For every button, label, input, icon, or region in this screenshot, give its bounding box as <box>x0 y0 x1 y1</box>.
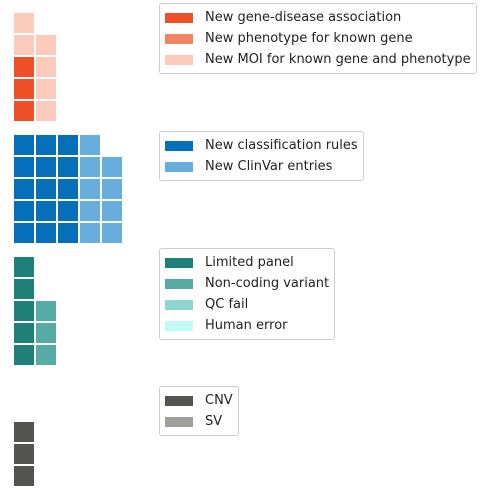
waffle-square <box>36 179 56 199</box>
legend-item: New phenotype for known gene <box>165 28 471 49</box>
waffle-square <box>36 201 56 221</box>
waffle-square <box>102 201 122 221</box>
waffle-square <box>14 279 34 299</box>
waffle-square <box>14 179 34 199</box>
waffle-square <box>14 345 34 365</box>
legend-technical: Limited panel Non-coding variant QC fail Hu… <box>159 248 336 340</box>
legend-structural: CNV SV <box>159 386 239 436</box>
legend-swatch <box>165 33 193 44</box>
legend-label: Limited panel <box>205 255 294 270</box>
legend-swatch <box>165 278 193 289</box>
waffle-square <box>58 157 78 177</box>
legend-item: New gene-disease association <box>165 7 471 28</box>
legend-label: New classification rules <box>205 138 358 153</box>
legend-swatch <box>165 320 193 331</box>
waffle-square <box>102 157 122 177</box>
waffle-square <box>14 223 34 243</box>
legend-swatch <box>165 54 193 65</box>
waffle-square <box>14 323 34 343</box>
waffle-square <box>14 157 34 177</box>
legend-label: New gene-disease association <box>205 10 402 25</box>
legend-label: New MOI for known gene and phenotype <box>205 52 471 67</box>
waffle-square <box>58 179 78 199</box>
legend-label: SV <box>205 414 223 429</box>
legend-phenotype: New gene-disease association New phenotyp… <box>159 3 477 74</box>
waffle-square <box>14 257 34 277</box>
legend-swatch <box>165 140 193 151</box>
legend-item: SV <box>165 411 233 432</box>
legend-classification: New classification rules New ClinVar entr… <box>159 131 364 181</box>
waffle-square <box>36 301 56 321</box>
waffle-square <box>102 179 122 199</box>
waffle-square <box>58 135 78 155</box>
waffle-square <box>80 157 100 177</box>
legend-label: New phenotype for known gene <box>205 31 413 46</box>
waffle-square <box>14 466 34 486</box>
waffle-square <box>14 101 34 121</box>
legend-item: Non-coding variant <box>165 273 329 294</box>
waffle-square <box>36 101 56 121</box>
legend-swatch <box>165 161 193 172</box>
waffle-square <box>102 223 122 243</box>
legend-label: Human error <box>205 318 288 333</box>
waffle-square <box>80 201 100 221</box>
waffle-square <box>36 135 56 155</box>
waffle-square <box>80 135 100 155</box>
waffle-square <box>36 223 56 243</box>
waffle-square <box>58 223 78 243</box>
waffle-square <box>36 157 56 177</box>
legend-swatch <box>165 12 193 23</box>
waffle-square <box>14 422 34 442</box>
legend-item: New ClinVar entries <box>165 156 358 177</box>
waffle-square <box>14 444 34 464</box>
legend-item: QC fail <box>165 294 329 315</box>
waffle-square <box>36 345 56 365</box>
waffle-square <box>14 13 34 33</box>
waffle-square <box>80 223 100 243</box>
legend-label: Non-coding variant <box>205 276 330 291</box>
waffle-square <box>14 57 34 77</box>
legend-item: CNV <box>165 390 233 411</box>
waffle-square <box>36 35 56 55</box>
legend-label: CNV <box>205 393 233 408</box>
waffle-square <box>36 79 56 99</box>
legend-swatch <box>165 299 193 310</box>
waffle-square <box>14 301 34 321</box>
waffle-square <box>36 323 56 343</box>
waffle-square <box>58 201 78 221</box>
waffle-square <box>14 35 34 55</box>
legend-swatch <box>165 395 193 406</box>
legend-item: New classification rules <box>165 135 358 156</box>
legend-swatch <box>165 416 193 427</box>
waffle-square <box>36 57 56 77</box>
legend-item: Human error <box>165 315 329 336</box>
waffle-square <box>14 135 34 155</box>
legend-swatch <box>165 257 193 268</box>
legend-item: New MOI for known gene and phenotype <box>165 49 471 70</box>
legend-label: New ClinVar entries <box>205 159 333 174</box>
legend-label: QC fail <box>205 297 249 312</box>
waffle-square <box>14 79 34 99</box>
waffle-square <box>14 201 34 221</box>
legend-item: Limited panel <box>165 252 329 273</box>
waffle-square <box>80 179 100 199</box>
